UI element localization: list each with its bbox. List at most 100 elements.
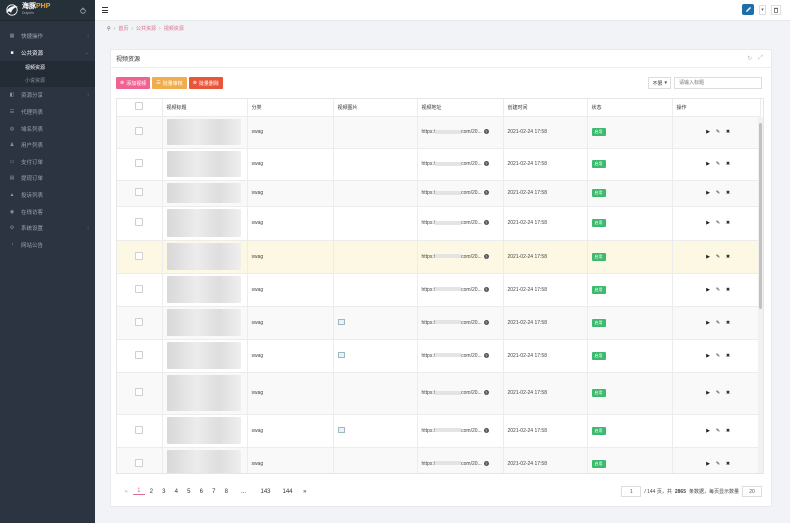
sidebar-item-user-list[interactable]: ♟ 用户列表 xyxy=(0,137,95,154)
edit-icon[interactable]: ✎ xyxy=(715,286,721,293)
pagination-page[interactable]: 144 xyxy=(282,488,293,495)
row-checkbox[interactable] xyxy=(117,240,163,274)
table-scrollbar[interactable] xyxy=(758,117,763,473)
user-menu-button[interactable] xyxy=(742,4,754,15)
play-icon[interactable]: ▶ xyxy=(706,427,710,434)
help-icon[interactable]: ? xyxy=(483,319,489,325)
edit-icon[interactable]: ✎ xyxy=(715,253,721,260)
status-badge[interactable]: 启用 xyxy=(591,128,606,136)
edit-icon[interactable]: ✎ xyxy=(715,352,721,359)
delete-icon[interactable]: ✖ xyxy=(725,390,731,396)
sidebar-item-complaints[interactable]: ▲ 投诉列表 xyxy=(0,187,95,204)
pagination-next[interactable]: » xyxy=(303,488,307,495)
status-badge[interactable]: 启用 xyxy=(591,160,606,168)
delete-icon[interactable]: ✖ xyxy=(725,460,731,467)
sidebar-item-announcements[interactable]: ◔ 网站公告 xyxy=(0,237,95,254)
batch-delete-button[interactable]: ⊗ 批量删除 xyxy=(188,77,223,89)
sidebar-subitem-video-resources[interactable]: 视频资源 xyxy=(0,61,95,75)
row-checkbox[interactable] xyxy=(117,372,163,415)
delete-icon[interactable]: ✖ xyxy=(725,129,731,135)
status-badge[interactable]: 启用 xyxy=(591,189,606,197)
edit-icon[interactable]: ✎ xyxy=(715,319,721,326)
play-icon[interactable]: ▶ xyxy=(706,129,710,135)
menu-toggle-icon[interactable] xyxy=(102,7,108,13)
help-icon[interactable]: ? xyxy=(483,390,489,396)
sidebar-item-payment-orders[interactable]: ▭ 支付订单 xyxy=(0,154,95,171)
chevron-down-icon[interactable]: ▾ xyxy=(759,4,766,15)
column-header[interactable]: 视频地址 xyxy=(417,99,504,117)
column-header[interactable]: 操作 xyxy=(672,99,761,117)
table-row[interactable]: swag https:/com/20...? 2021-02-24 17:58 启用 ▶… xyxy=(117,447,761,473)
pagination-page[interactable]: 8 xyxy=(224,488,228,495)
help-icon[interactable]: ? xyxy=(483,460,489,466)
delete-icon[interactable]: ✖ xyxy=(725,286,731,293)
delete-icon[interactable]: ✖ xyxy=(725,352,731,359)
help-icon[interactable]: ? xyxy=(483,220,489,226)
edit-icon[interactable]: ✎ xyxy=(715,460,721,467)
row-checkbox[interactable] xyxy=(117,339,163,373)
table-row[interactable]: swag https:/com/20...? 2021-02-24 17:58 启用 ▶… xyxy=(117,116,761,149)
play-icon[interactable]: ▶ xyxy=(706,390,710,396)
column-header[interactable]: 分类 xyxy=(247,99,334,117)
pagination-page[interactable]: 2 xyxy=(149,488,153,495)
pagination-page[interactable]: 143 xyxy=(260,488,271,495)
table-row[interactable]: swag https:/com/20...? 2021-02-24 17:58 启用 ▶… xyxy=(117,339,761,373)
play-icon[interactable]: ▶ xyxy=(706,253,710,260)
sidebar-item-agent-list[interactable]: ☰ 代理列表 xyxy=(0,104,95,121)
select-all-checkbox[interactable] xyxy=(117,99,163,117)
table-row[interactable]: swag https:/com/20...? 2021-02-24 17:58 启用 ▶… xyxy=(117,372,761,415)
table-row[interactable]: swag https:/com/20...? 2021-02-24 17:58 启用 ▶… xyxy=(117,240,761,274)
play-icon[interactable]: ▶ xyxy=(706,352,710,359)
delete-icon[interactable]: ✖ xyxy=(725,427,731,434)
status-badge[interactable]: 启用 xyxy=(591,389,606,397)
column-header[interactable]: 视频标题 xyxy=(162,99,248,117)
help-icon[interactable]: ? xyxy=(483,253,489,259)
play-icon[interactable]: ▶ xyxy=(706,286,710,293)
table-row[interactable]: swag https:/com/20...? 2021-02-24 17:58 启用 ▶… xyxy=(117,273,761,307)
column-header[interactable]: 视频图片 xyxy=(333,99,418,117)
sidebar-subitem-novel-resources[interactable]: 小说资源 xyxy=(0,74,95,88)
pagination-page[interactable]: 4 xyxy=(174,488,178,495)
help-icon[interactable]: ? xyxy=(483,190,489,196)
pagination-page[interactable]: 3 xyxy=(162,488,166,495)
status-badge[interactable]: 启用 xyxy=(591,219,606,227)
pagination-prev[interactable]: « xyxy=(124,488,128,495)
batch-audit-button[interactable]: ☰ 批量审核 xyxy=(152,77,187,89)
delete-icon[interactable]: ✖ xyxy=(725,220,731,226)
edit-icon[interactable]: ✎ xyxy=(715,129,721,135)
play-icon[interactable]: ▶ xyxy=(706,460,710,467)
search-input[interactable] xyxy=(674,77,762,89)
table-row[interactable]: swag https:/com/20...? 2021-02-24 17:58 启用 ▶… xyxy=(117,306,761,340)
page-jump-input[interactable]: 1 xyxy=(621,486,642,497)
column-header[interactable]: 创建时间 xyxy=(503,99,588,117)
help-icon[interactable]: ? xyxy=(483,161,489,167)
row-checkbox[interactable] xyxy=(117,116,163,149)
row-checkbox[interactable] xyxy=(117,447,163,473)
home-icon[interactable]: ⚲ xyxy=(107,25,111,32)
edit-icon[interactable]: ✎ xyxy=(715,190,721,196)
play-icon[interactable]: ▶ xyxy=(706,220,710,226)
pagination-page[interactable]: 6 xyxy=(199,488,203,495)
sidebar-item-quick-actions[interactable]: ▦ 快捷操作 ‹ xyxy=(0,28,95,45)
sidebar-item-withdraw-orders[interactable]: ▤ 提现订单 xyxy=(0,170,95,187)
help-icon[interactable]: ? xyxy=(483,427,489,433)
table-row[interactable]: swag https:/com/20...? 2021-02-24 17:58 启用 ▶… xyxy=(117,414,761,448)
pagination-page[interactable]: 1 xyxy=(132,488,145,495)
table-row[interactable]: swag https:/com/20...? 2021-02-24 17:58 启用 ▶… xyxy=(117,180,761,207)
sidebar-item-resource-share[interactable]: ◧ 资源分享 ‹ xyxy=(0,87,95,104)
breadcrumb-item-public[interactable]: 公共资源 xyxy=(136,26,157,32)
row-checkbox[interactable] xyxy=(117,148,163,181)
help-icon[interactable]: ? xyxy=(483,352,489,358)
play-icon[interactable]: ▶ xyxy=(706,161,710,167)
row-checkbox[interactable] xyxy=(117,306,163,340)
sidebar-item-system-settings[interactable]: ⚙ 系统设置 ‹ xyxy=(0,220,95,237)
breadcrumb-item-home[interactable]: 首页 xyxy=(118,26,129,32)
delete-icon[interactable]: ✖ xyxy=(725,190,731,196)
row-checkbox[interactable] xyxy=(117,414,163,448)
row-checkbox[interactable] xyxy=(117,206,163,241)
edit-icon[interactable]: ✎ xyxy=(715,427,721,434)
status-badge[interactable]: 启用 xyxy=(591,252,606,261)
status-badge[interactable]: 启用 xyxy=(591,285,606,294)
per-page-input[interactable]: 20 xyxy=(742,486,762,497)
pagination-page[interactable]: 5 xyxy=(187,488,191,495)
